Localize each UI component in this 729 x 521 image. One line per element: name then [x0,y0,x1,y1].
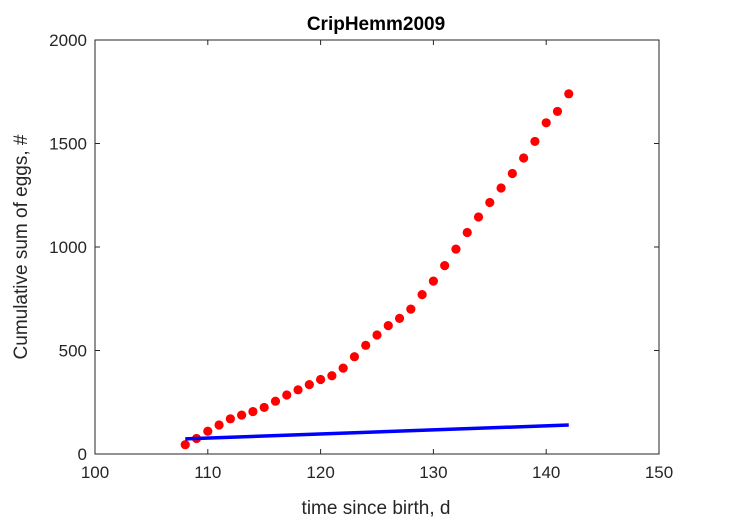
plot-area [95,40,659,454]
data-point [552,106,563,117]
data-point [485,197,495,208]
data-point [180,440,190,450]
data-point [462,227,472,238]
data-point [304,380,314,390]
data-point [440,261,450,271]
data-point [473,212,484,222]
plot-background [95,40,659,454]
data-point [225,414,235,424]
x-tick-label: 140 [532,463,560,482]
data-point [237,410,247,420]
data-point [496,183,506,193]
data-point [270,396,281,406]
x-tick-label: 130 [419,463,447,482]
data-point [259,402,269,413]
data-point [417,290,427,300]
y-tick-label: 2000 [49,31,87,50]
labels-layer: CripHemm2009 time since birth, d Cumulat… [11,14,450,519]
y-tick-label: 1000 [49,238,87,257]
data-point [327,371,337,381]
data-point [394,313,405,324]
data-point [338,363,348,373]
data-point [541,118,551,128]
data-point [564,89,574,99]
x-tick-label: 120 [306,463,334,482]
data-point [507,168,517,179]
y-axis-label: Cumulative sum of eggs, # [11,134,32,359]
x-tick-label: 150 [645,463,673,482]
data-point [383,321,393,331]
data-point [293,385,303,395]
data-point [214,420,224,430]
data-point [282,390,292,400]
y-tick-label: 500 [59,342,87,361]
data-point [361,340,371,350]
data-point [372,330,382,340]
y-tick-label: 0 [78,445,87,464]
data-point [451,244,461,254]
y-tick-label: 1500 [49,135,87,154]
chart-title: CripHemm2009 [307,14,445,35]
data-point [203,426,213,436]
data-point [428,276,438,286]
data-point [519,153,529,163]
series-line [185,423,569,441]
x-axis-label: time since birth, d [302,498,451,519]
series-layer [180,89,574,450]
data-point [530,136,540,147]
data-point [316,374,326,385]
data-point [248,406,258,417]
data-point [406,304,416,314]
data-point [349,352,360,362]
x-tick-label: 100 [81,463,109,482]
x-tick-label: 110 [194,463,221,482]
